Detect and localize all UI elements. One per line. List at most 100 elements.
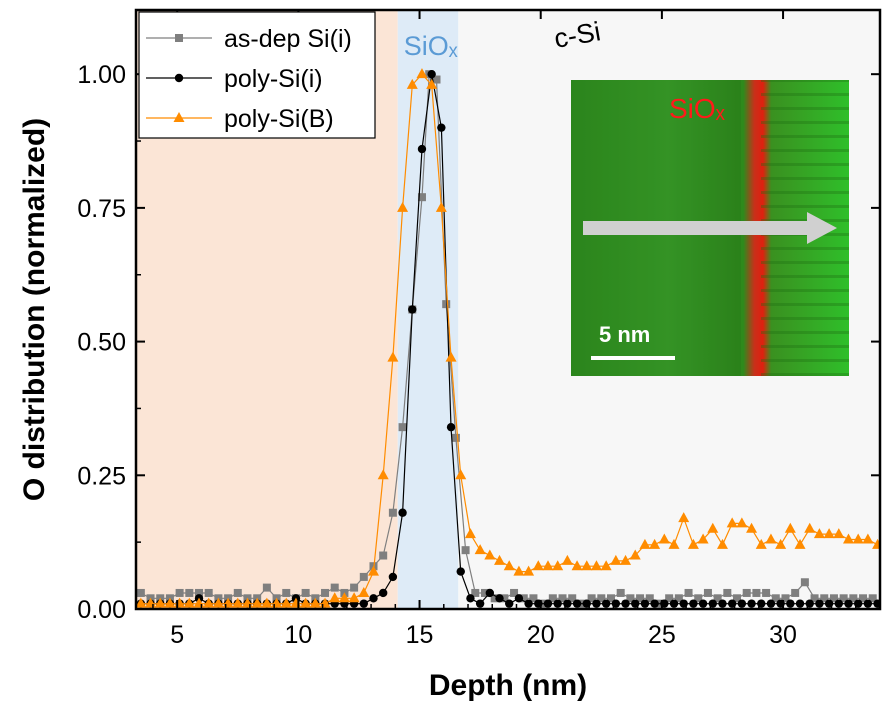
data-point bbox=[309, 597, 321, 608]
data-point bbox=[505, 599, 514, 608]
data-point bbox=[367, 565, 379, 576]
data-point bbox=[513, 565, 525, 576]
data-point bbox=[529, 594, 538, 603]
data-point bbox=[358, 586, 370, 597]
data-point bbox=[833, 528, 845, 539]
data-point bbox=[195, 588, 204, 597]
legend-marker bbox=[175, 34, 183, 42]
data-point bbox=[387, 351, 399, 362]
data-point bbox=[863, 599, 873, 608]
data-point bbox=[461, 546, 470, 555]
data-point bbox=[552, 560, 564, 571]
data-point bbox=[451, 433, 460, 442]
data-point bbox=[500, 594, 509, 603]
legend: as-dep Si(i) poly-Si(i) poly-Si(B) bbox=[138, 11, 376, 139]
data-point bbox=[377, 469, 389, 480]
data-point bbox=[388, 508, 397, 517]
data-point bbox=[435, 201, 447, 212]
data-point bbox=[426, 78, 438, 89]
data-point bbox=[359, 599, 369, 608]
data-point bbox=[251, 597, 263, 608]
data-point bbox=[694, 594, 703, 603]
data-point bbox=[747, 599, 756, 608]
data-point bbox=[621, 599, 630, 608]
data-point bbox=[684, 588, 693, 597]
x-tick-label: 10 bbox=[284, 621, 312, 649]
data-point bbox=[519, 594, 528, 603]
data-point bbox=[606, 594, 615, 603]
data-point bbox=[338, 592, 350, 603]
data-point bbox=[815, 599, 824, 608]
data-point bbox=[775, 538, 787, 549]
data-point bbox=[572, 599, 582, 608]
data-point bbox=[542, 560, 554, 571]
data-point bbox=[175, 588, 184, 597]
legend-item: poly-Si(i) bbox=[146, 65, 323, 93]
data-point bbox=[524, 599, 533, 608]
data-point bbox=[388, 572, 398, 582]
x-tick-label: 30 bbox=[769, 621, 797, 649]
x-tick-label: 25 bbox=[648, 621, 676, 649]
data-point bbox=[523, 565, 535, 576]
data-point bbox=[794, 538, 806, 549]
data-point bbox=[456, 567, 465, 576]
data-point bbox=[800, 578, 809, 587]
data-point bbox=[154, 597, 166, 608]
data-point bbox=[464, 528, 476, 539]
data-point bbox=[475, 599, 485, 608]
data-point bbox=[844, 599, 853, 608]
data-point bbox=[203, 597, 215, 608]
data-point bbox=[262, 583, 271, 592]
data-point bbox=[665, 594, 674, 603]
data-point bbox=[233, 588, 242, 597]
data-point bbox=[543, 599, 553, 608]
data-point bbox=[687, 538, 699, 549]
data-point bbox=[321, 588, 330, 597]
data-point bbox=[329, 592, 341, 603]
y-tick-label: 0.75 bbox=[77, 195, 126, 223]
tem-inset: SiOₓ 5 nm bbox=[571, 80, 849, 376]
axes-layer: 5 10 15 20 25 30 0.00 0.25 0.50 0.75 1.00 Depth (nm… bbox=[18, 8, 882, 702]
x-tick-label: 15 bbox=[406, 621, 434, 649]
data-point bbox=[703, 588, 712, 597]
data-point bbox=[592, 599, 601, 608]
y-tick-label: 1.00 bbox=[77, 61, 126, 89]
data-point bbox=[742, 588, 751, 597]
data-point bbox=[300, 597, 312, 608]
data-point bbox=[610, 554, 622, 565]
data-point bbox=[873, 599, 880, 608]
data-point bbox=[261, 597, 273, 608]
data-point bbox=[136, 597, 147, 608]
data-point bbox=[204, 588, 213, 597]
legend-marker bbox=[174, 73, 184, 83]
legend-item: poly-Si(B) bbox=[146, 105, 334, 133]
data-point bbox=[379, 551, 388, 560]
data-point bbox=[553, 599, 562, 608]
data-point bbox=[348, 592, 360, 603]
data-point bbox=[446, 422, 456, 432]
data-point bbox=[795, 599, 805, 608]
data-point bbox=[369, 594, 378, 603]
data-point bbox=[183, 597, 195, 608]
data-point bbox=[849, 594, 858, 603]
data-point bbox=[417, 144, 427, 154]
data-point bbox=[495, 594, 504, 603]
data-point bbox=[645, 594, 654, 603]
data-point bbox=[862, 533, 874, 544]
data-point bbox=[514, 594, 524, 603]
data-point bbox=[558, 594, 567, 603]
data-point bbox=[442, 300, 451, 309]
data-point bbox=[597, 594, 606, 603]
data-point bbox=[503, 560, 515, 571]
legend-item: as-dep Si(i) bbox=[146, 25, 352, 53]
data-point bbox=[629, 549, 641, 560]
data-point bbox=[649, 538, 661, 549]
data-point bbox=[445, 351, 457, 362]
data-point bbox=[378, 588, 388, 598]
data-point bbox=[626, 594, 635, 603]
data-point bbox=[713, 594, 722, 603]
data-point bbox=[397, 201, 409, 212]
data-point bbox=[432, 75, 441, 84]
data-point bbox=[859, 594, 868, 603]
